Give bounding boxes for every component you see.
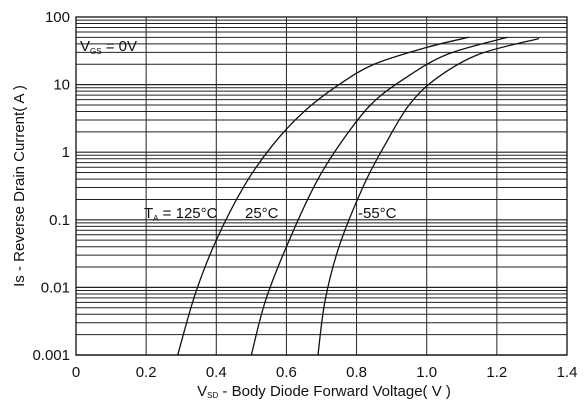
x-tick-label: 0.2	[136, 364, 157, 381]
x-axis-label: VSD - Body Diode Forward Voltage( V )	[197, 383, 451, 400]
x-tick-label: 1.2	[486, 364, 507, 381]
ta-125c-annotation: TA = 125°C	[144, 205, 218, 223]
vgs-annotation: VGS = 0V	[80, 38, 137, 56]
plot-frame	[75, 16, 568, 356]
curve-3	[317, 37, 540, 356]
y-tick-label: 10	[53, 77, 70, 94]
x-tick-label: 1.0	[416, 364, 437, 381]
curve-1	[177, 36, 469, 356]
y-tick-label: 100	[45, 9, 70, 26]
x-tick-label: 0.6	[276, 364, 297, 381]
x-axis-ticks: 0 0.2 0.4 0.6 0.8 1.0 1.2 1.4	[72, 364, 578, 381]
y-axis-label: Is - Reverse Drain Current( A )	[11, 85, 28, 287]
curves	[177, 36, 540, 356]
x-tick-label: 1.4	[557, 364, 578, 381]
y-tick-label: 0.01	[41, 279, 70, 296]
y-tick-label: 1	[62, 144, 70, 161]
y-axis-ticks: 0.001 0.01 0.1 1 10 100	[32, 9, 70, 364]
y-tick-label: 0.1	[49, 212, 70, 229]
curve-2	[250, 36, 508, 356]
t-25c-annotation: 25°C	[245, 205, 279, 222]
x-tick-label: 0.4	[206, 364, 227, 381]
x-tick-label: 0.8	[346, 364, 367, 381]
grid	[75, 17, 568, 356]
x-tick-label: 0	[72, 364, 80, 381]
y-tick-label: 0.001	[32, 347, 70, 364]
t-minus55c-annotation: -55°C	[358, 205, 397, 222]
